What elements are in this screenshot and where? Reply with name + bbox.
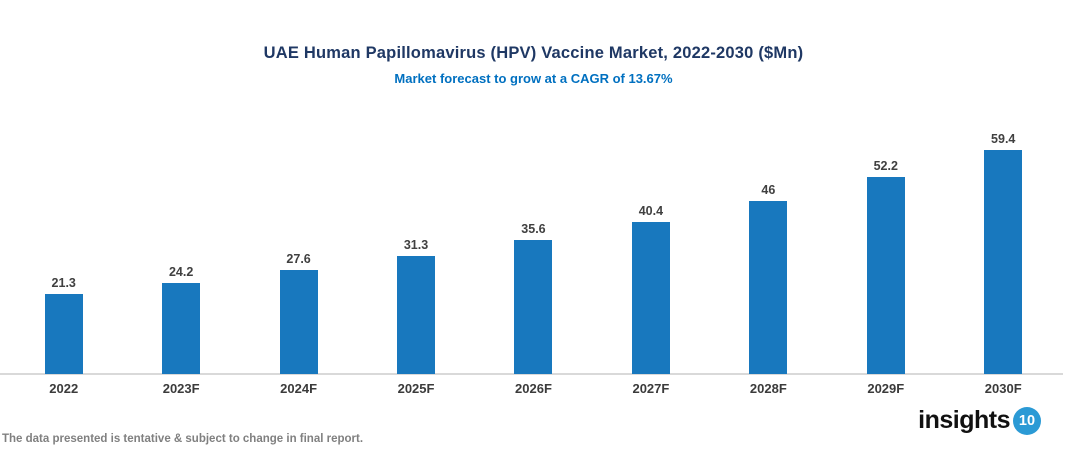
bar-group: 31.3 2025F	[357, 128, 474, 399]
bar-group: 52.2 2029F	[827, 128, 944, 399]
bar-group: 27.6 2024F	[240, 128, 357, 399]
bar-value-label: 21.3	[51, 276, 76, 290]
bar-value-label: 27.6	[286, 252, 311, 266]
x-axis-tick-label: 2023F	[162, 381, 200, 396]
x-axis-tick-label: 2028F	[749, 381, 787, 396]
bar	[749, 201, 788, 374]
logo-badge-10-icon: 10	[1013, 406, 1041, 435]
chart-subtitle: Market forecast to grow at a CAGR of 13.…	[394, 71, 673, 86]
x-axis-tick-label: 2027F	[632, 381, 670, 396]
bar-value-label: 35.6	[521, 222, 546, 236]
bar	[162, 283, 201, 374]
bar-group: 40.4 2027F	[592, 128, 709, 399]
bar	[44, 294, 83, 374]
bar	[397, 256, 436, 374]
footnote: The data presented is tentative & subjec…	[2, 433, 364, 445]
bar-group: 46 2028F	[710, 128, 827, 399]
insights10-logo: insights 10	[918, 406, 1041, 435]
x-axis-tick-label: 2026F	[515, 381, 552, 396]
bar-value-label: 52.2	[873, 159, 898, 173]
bar-group: 35.6 2026F	[475, 128, 592, 399]
chart-title: UAE Human Papillomavirus (HPV) Vaccine M…	[263, 44, 804, 62]
bar	[279, 270, 318, 374]
plot-area: 21.3 2022 24.2 2023F 27.6 2024F 31.3 2025F 35.6 2…	[0, 128, 1063, 399]
bar-value-label: 31.3	[403, 238, 429, 252]
bar-group: 59.4 2030F	[945, 128, 1062, 399]
bar	[514, 240, 553, 374]
bar-value-label: 59.4	[991, 132, 1016, 146]
bars-row: 21.3 2022 24.2 2023F 27.6 2024F 31.3 2025F 35.6 2…	[5, 128, 1062, 399]
x-axis-tick-label: 2029F	[867, 381, 905, 396]
bar-value-label: 40.4	[638, 204, 664, 218]
bar	[984, 150, 1023, 374]
x-axis-tick-label: 2030F	[984, 381, 1022, 396]
bar-group: 21.3 2022	[5, 128, 122, 399]
x-axis-tick-label: 2024F	[280, 381, 318, 396]
bar-value-label: 46	[761, 183, 776, 197]
x-axis-tick-label: 2022	[49, 381, 79, 396]
bar	[631, 222, 670, 374]
logo-text: insights	[918, 406, 1010, 434]
bar-group: 24.2 2023F	[122, 128, 239, 399]
bar	[866, 177, 905, 374]
bar-value-label: 24.2	[168, 265, 194, 279]
x-axis-tick-label: 2025F	[397, 381, 435, 396]
x-axis-line	[0, 373, 1063, 375]
